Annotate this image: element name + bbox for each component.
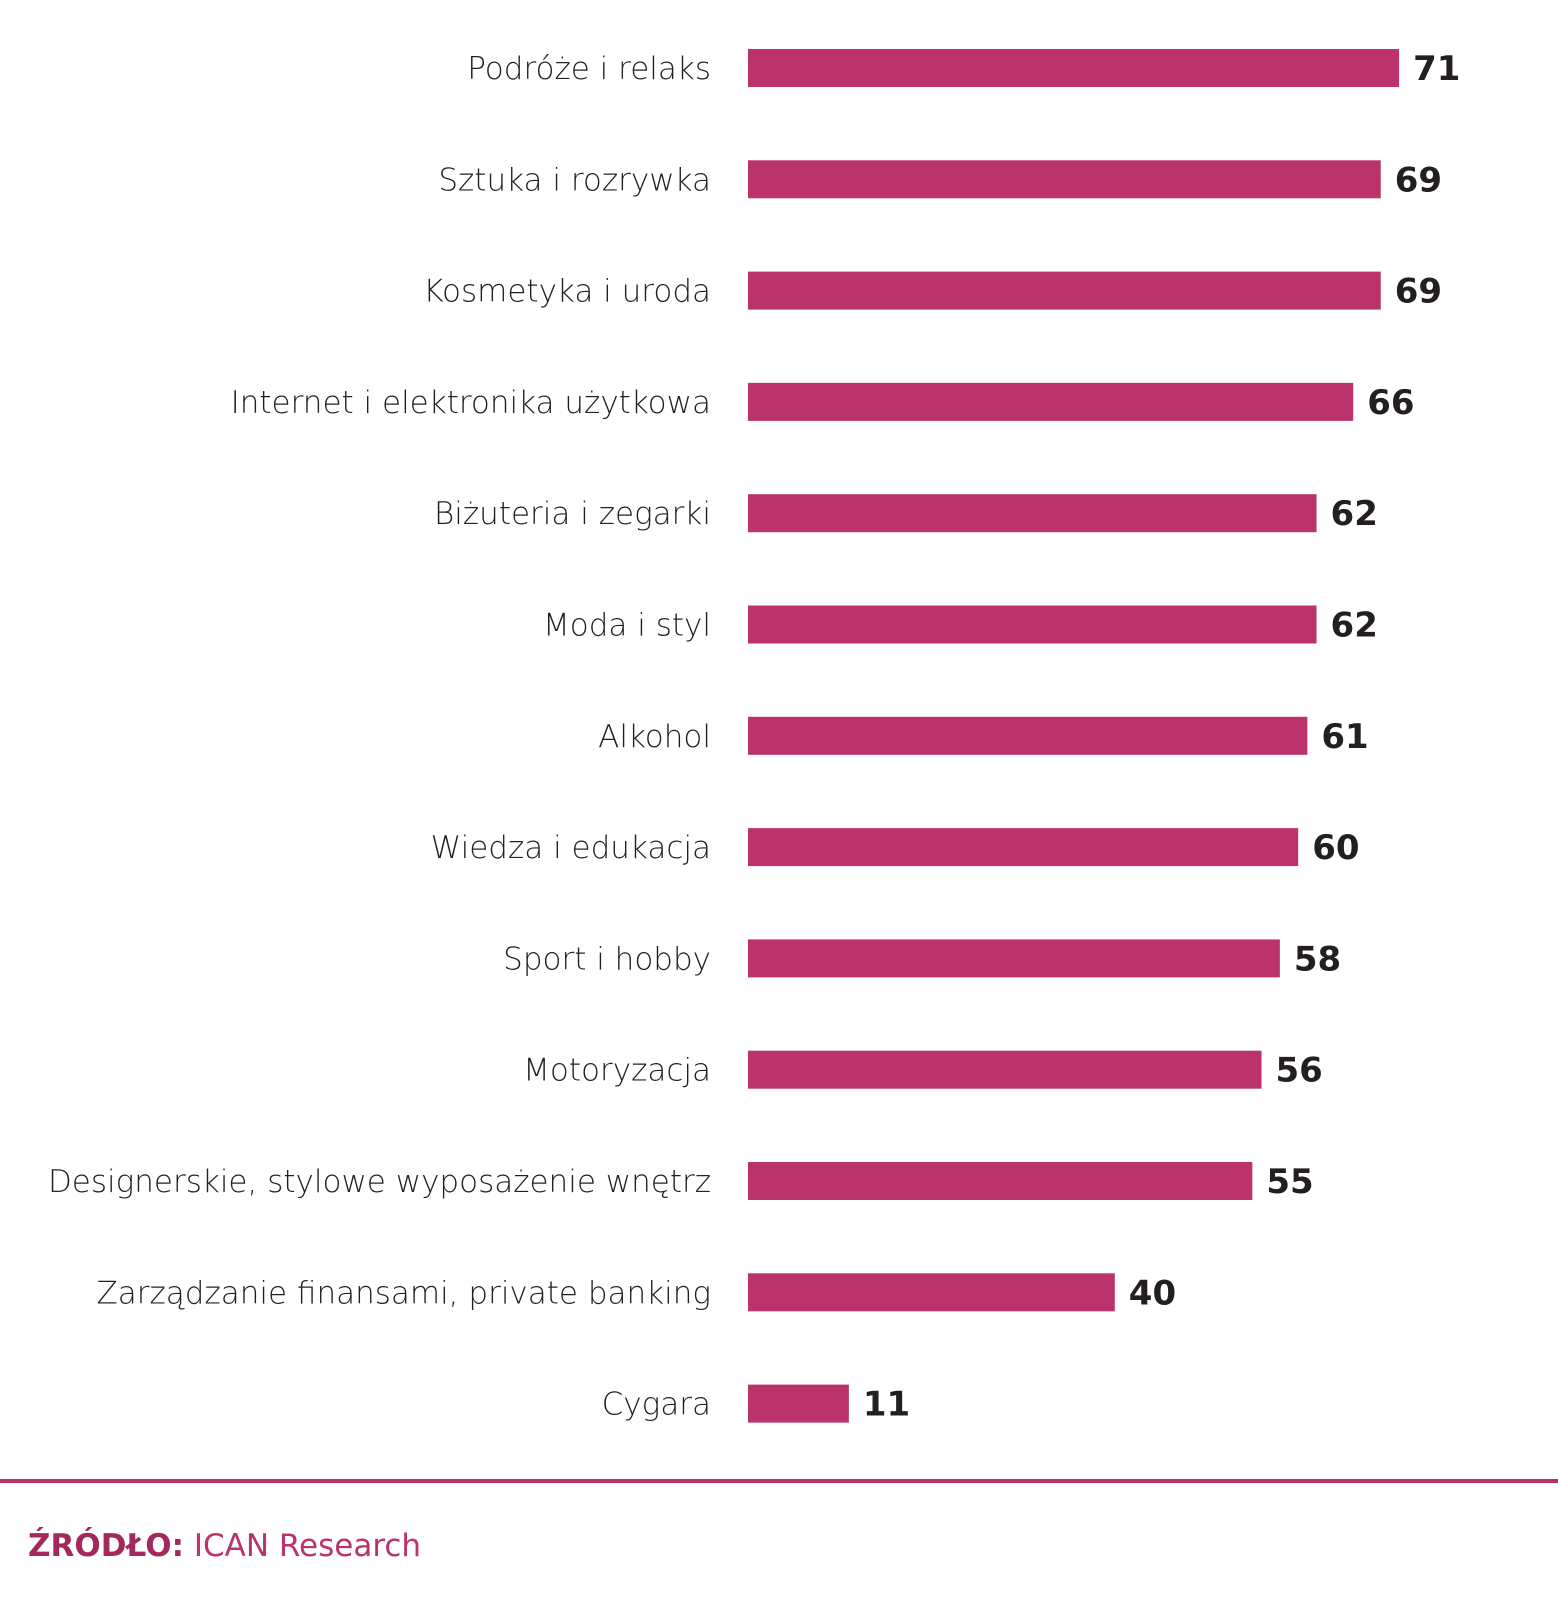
category-label: Sport i hobby [503, 941, 711, 977]
value-label: 62 [1331, 494, 1378, 534]
bar-0 [748, 49, 1400, 87]
bar-11 [748, 1273, 1115, 1312]
value-label: 60 [1312, 828, 1359, 868]
category-label: Podróże i relaks [467, 51, 711, 87]
bar-3 [748, 382, 1354, 421]
value-label: 11 [863, 1385, 910, 1425]
category-label: Motoryzacja [523, 1053, 711, 1089]
value-label: 40 [1129, 1273, 1176, 1313]
value-label: 56 [1276, 1051, 1323, 1091]
value-label: 55 [1266, 1162, 1313, 1202]
category-label: Kosmetyka i uroda [423, 274, 711, 310]
bar-7 [748, 828, 1299, 867]
bar-6 [748, 716, 1308, 755]
value-label: 66 [1367, 383, 1414, 423]
bar-chart: Podróże i relaks 71 Sztuka i rozrywka 69 Kos… [48, 49, 1460, 1425]
bar-10 [748, 1162, 1253, 1200]
category-label: Moda i styl [543, 608, 711, 644]
value-label: 71 [1413, 49, 1460, 89]
bar-4 [748, 494, 1317, 533]
value-label: 62 [1331, 606, 1378, 646]
bar-8 [748, 939, 1280, 978]
category-label: Internet i elektronika użytkowa [231, 385, 711, 421]
bar-12 [748, 1384, 849, 1423]
bar-1 [748, 160, 1381, 199]
category-label: Zarządzanie finansami, private banking [97, 1275, 711, 1311]
category-label: Designerskie, stylowe wyposażenie wnętrz [48, 1164, 711, 1200]
source-label: ŹRÓDŁO: [28, 1528, 184, 1564]
bar-2 [748, 271, 1381, 310]
category-label: Sztuka i rozrywka [438, 162, 711, 198]
value-label: 58 [1294, 939, 1341, 979]
source-text: ICAN Research [193, 1528, 422, 1564]
category-label: Wiedza i edukacja [431, 830, 711, 866]
footer-divider [0, 1479, 1558, 1483]
value-label: 69 [1395, 160, 1442, 200]
category-label: Biżuteria i zegarki [434, 496, 711, 532]
bar-5 [748, 605, 1317, 644]
category-label: Alkohol [598, 719, 711, 755]
value-label: 69 [1395, 272, 1442, 312]
source-note: ŹRÓDŁO: ICAN Research [28, 1528, 421, 1564]
value-label: 61 [1321, 717, 1368, 757]
bar-9 [748, 1050, 1262, 1089]
category-label: Cygara [602, 1387, 711, 1423]
